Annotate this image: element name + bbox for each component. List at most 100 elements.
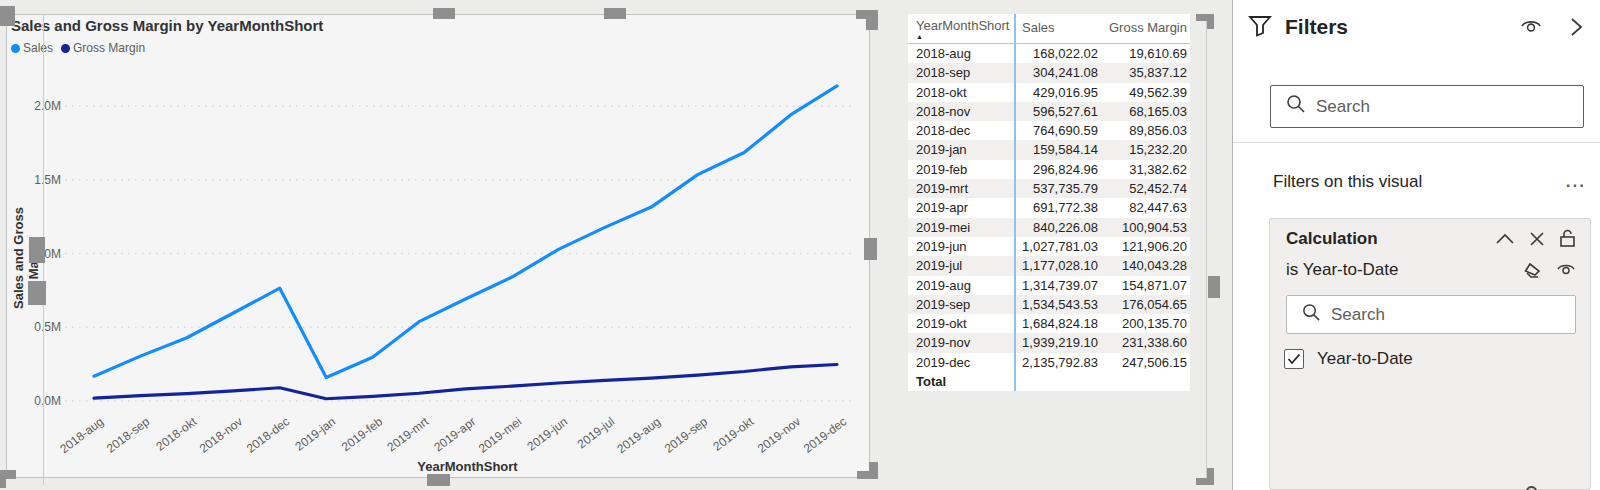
table-cell: 82,447.63 xyxy=(1103,198,1190,217)
table-visual[interactable]: YearMonthShort ▲ Sales Gross Margin 2018… xyxy=(908,14,1190,391)
table-cell: 100,904.53 xyxy=(1103,218,1190,237)
selection-border-line xyxy=(1206,14,1207,485)
remove-filter-close-icon[interactable] xyxy=(1527,229,1547,249)
selection-handle-table-bottom-right[interactable] xyxy=(1207,468,1214,485)
table-row[interactable]: 2019-apr691,772.3882,447.63 xyxy=(908,198,1190,217)
table-cell: 35,837.12 xyxy=(1103,63,1190,82)
table-row[interactable]: 2018-nov596,527.6168,165.03 xyxy=(908,102,1190,121)
selection-handle-table-top-right[interactable] xyxy=(1207,14,1214,29)
table-cell: 168,022.02 xyxy=(1016,44,1103,63)
partially-visible-icon xyxy=(1526,486,1537,490)
table-total-row[interactable]: Total xyxy=(908,372,1190,391)
filter-condition-text: is Year-to-Date xyxy=(1286,260,1398,280)
selection-handle-top-left[interactable] xyxy=(0,6,15,26)
table-cell: 52,452.74 xyxy=(1103,179,1190,198)
table-cell: 2019-jul xyxy=(908,256,1016,275)
table-cell: 2019-jun xyxy=(908,237,1016,256)
table-row[interactable]: 2019-jul1,177,028.10140,043.28 xyxy=(908,256,1190,275)
table-cell: 89,856.03 xyxy=(1103,121,1190,140)
table-row[interactable]: 2018-okt429,016.9549,562.39 xyxy=(908,83,1190,102)
lock-filter-icon[interactable] xyxy=(1557,227,1578,250)
more-options-button[interactable]: ... xyxy=(1566,172,1586,192)
table-row[interactable]: 2019-jan159,584.1415,232.20 xyxy=(908,140,1190,159)
filter-option-label: Year-to-Date xyxy=(1317,349,1413,369)
selection-handle-top-right[interactable] xyxy=(866,10,878,30)
table-cell: 2019-jan xyxy=(908,140,1016,159)
table-cell: 840,226.08 xyxy=(1016,218,1103,237)
table-cell: 429,016.95 xyxy=(1016,83,1103,102)
x-axis-title: YearMonthShort xyxy=(395,459,540,474)
selection-handle-right-mid[interactable] xyxy=(864,238,877,260)
filters-search-box[interactable] xyxy=(1270,85,1584,128)
table-cell: 691,772.38 xyxy=(1016,198,1103,217)
selection-handle-bottom-mid[interactable] xyxy=(427,474,450,486)
filter-funnel-icon xyxy=(1247,12,1273,42)
table-cell: 1,534,543.53 xyxy=(1016,295,1103,314)
column-header-sales[interactable]: Sales xyxy=(1016,14,1103,43)
table-cell: 140,043.28 xyxy=(1103,256,1190,275)
table-row[interactable]: 2019-jun1,027,781.03121,906.20 xyxy=(908,237,1190,256)
filters-pane-header: Filters xyxy=(1247,12,1586,42)
selection-handle-bottom-left[interactable] xyxy=(0,470,6,488)
selection-handle-left-mid[interactable] xyxy=(29,237,45,263)
table-cell: 247,506.15 xyxy=(1103,353,1190,372)
pane-divider xyxy=(1233,142,1600,143)
table-cell: 296,824.96 xyxy=(1016,160,1103,179)
table-row[interactable]: 2019-aug1,314,739.07154,871.07 xyxy=(908,276,1190,295)
table-cell: 2019-sep xyxy=(908,295,1016,314)
table-cell: 537,735.79 xyxy=(1016,179,1103,198)
table-row[interactable]: 2018-aug168,022.0219,610.69 xyxy=(908,44,1190,63)
clear-filter-eraser-icon[interactable] xyxy=(1520,259,1544,281)
filter-card-search-box[interactable] xyxy=(1286,295,1576,334)
table-cell: 2018-dec xyxy=(908,121,1016,140)
filter-card-calculation[interactable]: Calculation is Year-to-Date xyxy=(1269,218,1591,490)
table-cell: 2018-nov xyxy=(908,102,1016,121)
table-cell: 2019-nov xyxy=(908,333,1016,352)
selection-handle-bottom-right[interactable] xyxy=(869,462,878,479)
table-cell: 31,382.62 xyxy=(1103,160,1190,179)
table-cell: 304,241.08 xyxy=(1016,63,1103,82)
column-header-yearmonthshort[interactable]: YearMonthShort ▲ xyxy=(908,14,1016,43)
table-cell: 1,684,824.18 xyxy=(1016,314,1103,333)
selection-handle-top-mid[interactable] xyxy=(433,8,455,19)
y-axis-tick-label: 1.5M xyxy=(17,173,61,187)
line-chart-visual[interactable]: Sales and Gross Margin by YearMonthShort… xyxy=(6,14,870,478)
table-row[interactable]: 2019-sep1,534,543.53176,054.65 xyxy=(908,295,1190,314)
filter-option-row: Year-to-Date xyxy=(1284,349,1413,369)
table-row[interactable]: 2018-sep304,241.0835,837.12 xyxy=(908,63,1190,82)
series-line-sales[interactable] xyxy=(94,86,837,377)
table-cell: 19,610.69 xyxy=(1103,44,1190,63)
selection-handle-table-right-mid[interactable] xyxy=(1208,276,1220,298)
table-cell: 2018-aug xyxy=(908,44,1016,63)
chart-plot-area[interactable] xyxy=(7,15,869,477)
table-row[interactable]: 2019-mei840,226.08100,904.53 xyxy=(908,218,1190,237)
collapse-card-chevron-up-icon[interactable] xyxy=(1493,231,1517,247)
eye-icon[interactable] xyxy=(1554,260,1578,280)
table-row[interactable]: 2019-mrt537,735.7952,452.74 xyxy=(908,179,1190,198)
selection-handle-top-mid[interactable] xyxy=(604,8,626,19)
table-cell: 15,232.20 xyxy=(1103,140,1190,159)
filter-card-search-input[interactable] xyxy=(1331,305,1533,325)
table-cell: 2019-dec xyxy=(908,353,1016,372)
table-row[interactable]: 2019-feb296,824.9631,382.62 xyxy=(908,160,1190,179)
table-row[interactable]: 2019-okt1,684,824.18200,135.70 xyxy=(908,314,1190,333)
y-axis-tick-label: 0.5M xyxy=(17,320,61,334)
table-row[interactable]: 2019-nov1,939,219.10231,338.60 xyxy=(908,333,1190,352)
collapse-pane-chevron-right-icon[interactable] xyxy=(1566,14,1586,40)
table-cell: 1,177,028.10 xyxy=(1016,256,1103,275)
table-cell: 596,527.61 xyxy=(1016,102,1103,121)
table-row[interactable]: 2019-dec2,135,792.83247,506.15 xyxy=(908,353,1190,372)
eye-icon[interactable] xyxy=(1518,16,1544,38)
series-line-gross-margin[interactable] xyxy=(94,364,837,398)
table-cell: 2019-aug xyxy=(908,276,1016,295)
table-cell: 1,027,781.03 xyxy=(1016,237,1103,256)
selection-handle-left-mid[interactable] xyxy=(28,281,46,305)
year-to-date-checkbox[interactable] xyxy=(1284,349,1304,369)
column-header-gross-margin[interactable]: Gross Margin xyxy=(1103,14,1190,43)
table-cell: 2018-okt xyxy=(908,83,1016,102)
table-cell: 2,135,792.83 xyxy=(1016,353,1103,372)
table-cell: 2019-okt xyxy=(908,314,1016,333)
filters-search-input[interactable] xyxy=(1316,97,1534,117)
y-axis-tick-label: 2.0M xyxy=(17,99,61,113)
table-row[interactable]: 2018-dec764,690.5989,856.03 xyxy=(908,121,1190,140)
